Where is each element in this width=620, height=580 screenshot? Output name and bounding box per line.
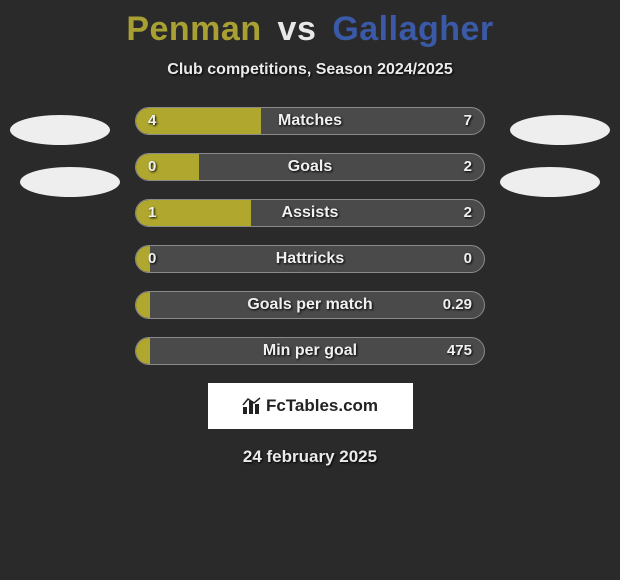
bar-assists: 1 Assists 2 [135, 199, 485, 227]
bar-value-p2: 0.29 [443, 292, 472, 318]
club-badge-left-2 [20, 167, 120, 197]
subtitle: Club competitions, Season 2024/2025 [0, 61, 620, 79]
bar-goals: 0 Goals 2 [135, 153, 485, 181]
bar-label: Hattricks [136, 246, 484, 272]
bar-value-p2: 2 [464, 154, 472, 180]
bar-goals-per-match: Goals per match 0.29 [135, 291, 485, 319]
watermark: FcTables.com [208, 383, 413, 429]
bar-hattricks: 0 Hattricks 0 [135, 245, 485, 273]
chart-area: 4 Matches 7 0 Goals 2 1 Assists 2 0 Hatt… [0, 107, 620, 365]
title-vs: vs [278, 10, 317, 48]
title: Penman vs Gallagher [0, 0, 620, 49]
club-badge-right-1 [510, 115, 610, 145]
bar-value-p2: 0 [464, 246, 472, 272]
title-player2: Gallagher [332, 10, 493, 48]
date: 24 february 2025 [0, 447, 620, 467]
bar-label: Goals [136, 154, 484, 180]
bar-label: Assists [136, 200, 484, 226]
bar-value-p2: 475 [447, 338, 472, 364]
club-badge-right-2 [500, 167, 600, 197]
chart-icon [242, 397, 262, 415]
bar-label: Matches [136, 108, 484, 134]
comparison-bars: 4 Matches 7 0 Goals 2 1 Assists 2 0 Hatt… [135, 107, 485, 365]
bar-min-per-goal: Min per goal 475 [135, 337, 485, 365]
title-player1: Penman [126, 10, 261, 48]
bar-value-p2: 2 [464, 200, 472, 226]
bar-label: Goals per match [136, 292, 484, 318]
bar-label: Min per goal [136, 338, 484, 364]
bar-matches: 4 Matches 7 [135, 107, 485, 135]
club-badge-left-1 [10, 115, 110, 145]
bar-value-p2: 7 [464, 108, 472, 134]
watermark-text: FcTables.com [266, 396, 378, 416]
